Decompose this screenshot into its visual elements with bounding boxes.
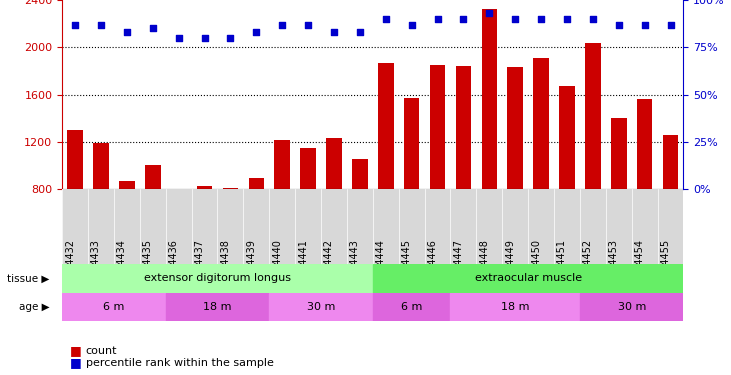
Bar [62, 264, 373, 292]
Text: 30 m: 30 m [307, 302, 336, 312]
Bar [326, 138, 342, 189]
Point [535, 16, 547, 22]
Bar [455, 66, 471, 189]
Text: ■: ■ [69, 357, 81, 369]
Bar [585, 43, 601, 189]
Bar [269, 292, 373, 321]
Text: ■: ■ [69, 344, 81, 357]
Bar [559, 86, 575, 189]
Bar [300, 148, 316, 189]
Point [458, 16, 469, 22]
Bar [145, 165, 161, 189]
Point [224, 35, 236, 41]
Bar [507, 68, 523, 189]
Point [510, 16, 521, 22]
Text: tissue ▶: tissue ▶ [7, 273, 50, 284]
Point [199, 35, 211, 41]
Bar [534, 58, 549, 189]
Bar [430, 65, 445, 189]
Text: count: count [86, 346, 117, 355]
Point [147, 26, 159, 32]
Point [69, 22, 81, 28]
Point [328, 29, 340, 35]
Bar [663, 135, 678, 189]
Bar [274, 140, 290, 189]
Text: 6 m: 6 m [401, 302, 423, 312]
Point [95, 22, 107, 28]
Point [587, 16, 599, 22]
Text: 30 m: 30 m [618, 302, 646, 312]
Point [276, 22, 288, 28]
Bar [611, 118, 626, 189]
Point [251, 29, 262, 35]
Bar [373, 264, 683, 292]
Bar [62, 292, 166, 321]
Point [432, 16, 444, 22]
Point [354, 29, 366, 35]
Text: extensor digitorum longus: extensor digitorum longus [144, 273, 291, 284]
Text: percentile rank within the sample: percentile rank within the sample [86, 358, 273, 368]
Bar [580, 292, 683, 321]
Bar [637, 99, 652, 189]
Bar [197, 186, 212, 189]
Text: 6 m: 6 m [103, 302, 124, 312]
Text: 18 m: 18 m [501, 302, 529, 312]
Point [173, 35, 184, 41]
Text: age ▶: age ▶ [19, 302, 50, 312]
Bar [166, 292, 269, 321]
Text: extraocular muscle: extraocular muscle [474, 273, 582, 284]
Point [302, 22, 314, 28]
Bar [373, 292, 450, 321]
Point [639, 22, 651, 28]
Bar [223, 188, 238, 189]
Bar [249, 177, 264, 189]
Bar [482, 9, 497, 189]
Point [561, 16, 573, 22]
Bar [94, 142, 109, 189]
Bar [378, 63, 393, 189]
Point [664, 22, 676, 28]
Point [483, 10, 495, 16]
Text: 18 m: 18 m [203, 302, 232, 312]
Point [406, 22, 417, 28]
Point [380, 16, 392, 22]
Bar [450, 292, 580, 321]
Bar [67, 130, 83, 189]
Bar [119, 181, 135, 189]
Point [613, 22, 624, 28]
Bar [404, 98, 420, 189]
Bar [352, 159, 368, 189]
Point [121, 29, 133, 35]
